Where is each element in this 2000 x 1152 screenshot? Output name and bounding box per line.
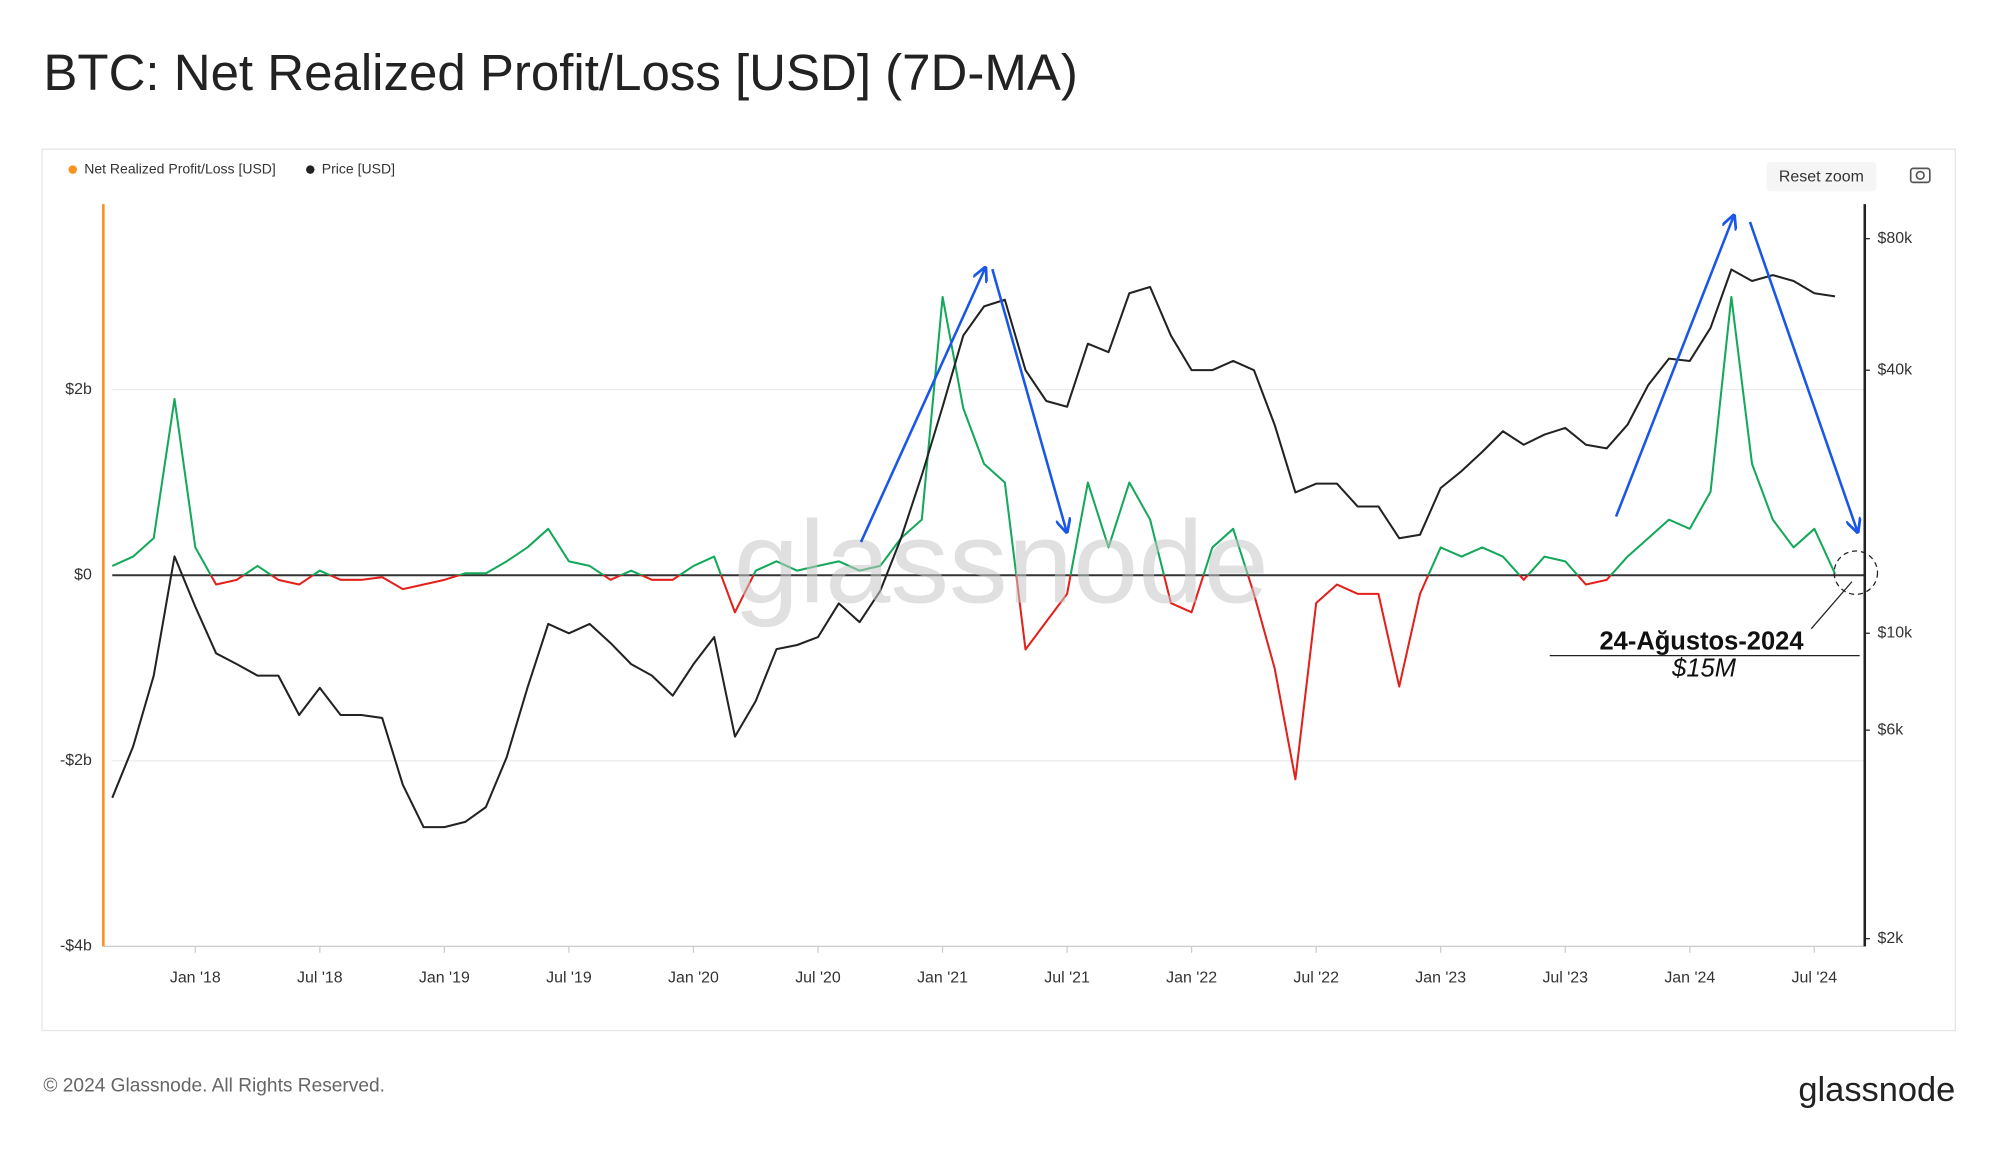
y-tick-label: $2b xyxy=(65,381,92,398)
legend-marker xyxy=(306,165,315,174)
x-tick-label: Jan '20 xyxy=(668,969,719,986)
pnl-line-negative xyxy=(209,575,1613,781)
watermark: glassnode xyxy=(734,496,1269,627)
y2-tick-label: $10k xyxy=(1878,624,1913,641)
y2-tick-label: $2k xyxy=(1878,930,1904,947)
x-tick-label: Jul '22 xyxy=(1293,969,1339,986)
footer-copyright: © 2024 Glassnode. All Rights Reserved. xyxy=(43,1076,385,1097)
legend-label: Price [USD] xyxy=(322,160,395,176)
y-tick-label: -$2b xyxy=(60,752,92,769)
x-tick-label: Jan '19 xyxy=(419,969,470,986)
camera-icon[interactable] xyxy=(1909,167,1931,184)
reset-zoom-label[interactable]: Reset zoom xyxy=(1779,168,1864,185)
reset-zoom-button[interactable] xyxy=(1766,161,1877,192)
y2-tick-label: $80k xyxy=(1878,230,1913,247)
footer-logo: glassnode xyxy=(1798,1071,1955,1109)
annotation-date: 24-Ağustos-2024 xyxy=(1599,628,1804,656)
x-tick-label: Jul '18 xyxy=(297,969,343,986)
x-tick-label: Jul '24 xyxy=(1792,969,1838,986)
y-tick-label: -$4b xyxy=(60,938,92,955)
y-tick-label: $0 xyxy=(74,566,92,583)
x-tick-label: Jan '22 xyxy=(1166,969,1217,986)
y2-tick-label: $40k xyxy=(1878,361,1913,378)
x-tick-label: Jul '23 xyxy=(1542,969,1588,986)
x-tick-label: Jul '19 xyxy=(546,969,592,986)
x-tick-label: Jan '21 xyxy=(917,969,968,986)
chart-title: BTC: Net Realized Profit/Loss [USD] (7D-… xyxy=(43,44,1077,101)
legend-marker xyxy=(68,165,77,174)
highlight-circle xyxy=(1833,550,1879,596)
x-tick-label: Jul '21 xyxy=(1044,969,1090,986)
trend-arrows xyxy=(859,217,1857,543)
legend-label: Net Realized Profit/Loss [USD] xyxy=(84,160,276,176)
x-tick-label: Jan '24 xyxy=(1664,969,1715,986)
x-tick-label: Jan '23 xyxy=(1415,969,1466,986)
y2-tick-label: $6k xyxy=(1878,721,1904,738)
price-line xyxy=(111,268,1836,829)
annotation-value: $15M xyxy=(1671,654,1737,682)
pnl-line-positive xyxy=(111,295,1836,576)
annotation-leader xyxy=(1810,581,1853,630)
x-tick-label: Jan '18 xyxy=(170,969,221,986)
x-tick-label: Jul '20 xyxy=(795,969,841,986)
